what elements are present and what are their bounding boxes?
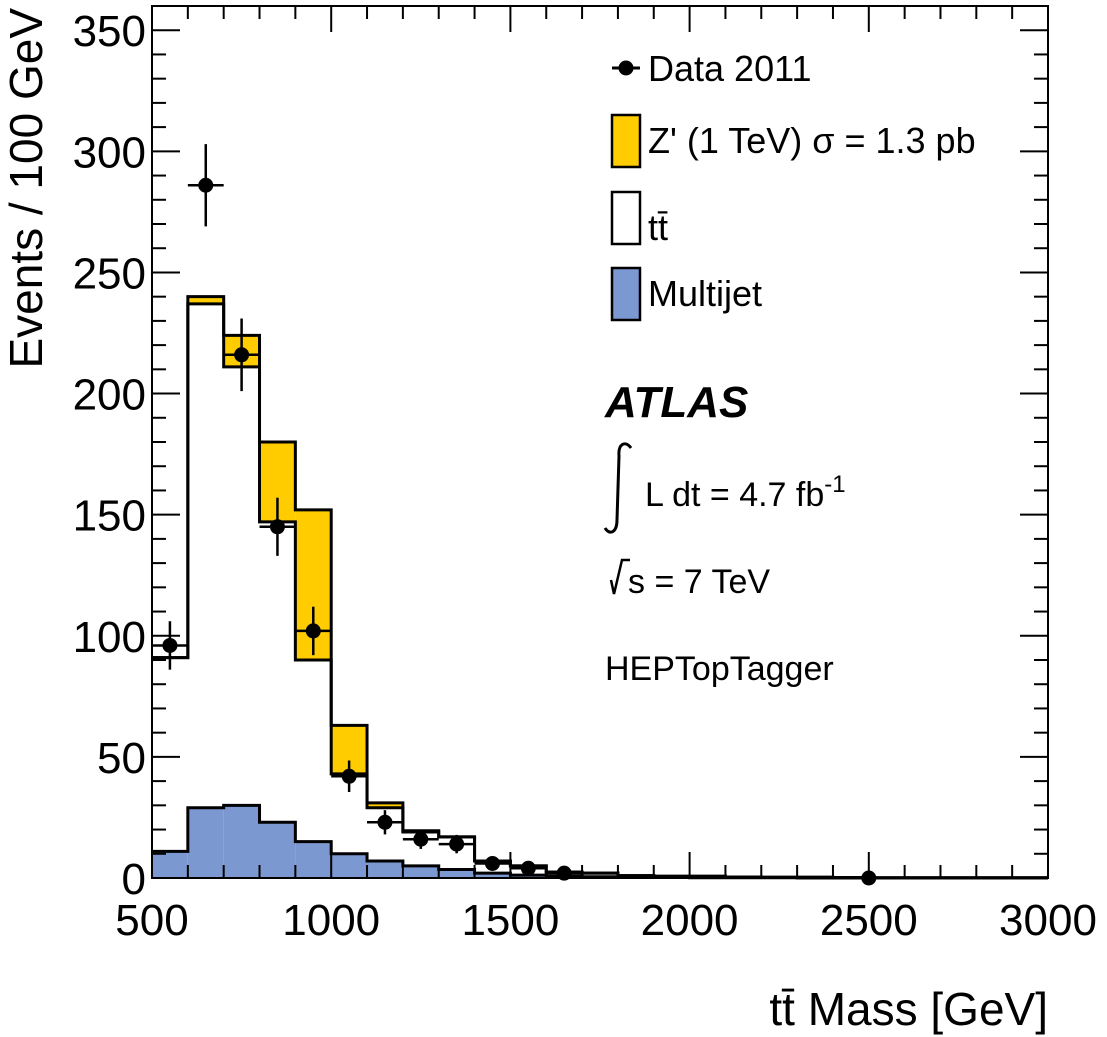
legend-entry-zprime: Z' (1 TeV) σ = 1.3 pb xyxy=(610,113,976,169)
y-tick-label-0: 0 xyxy=(122,855,146,904)
legend-entry-ttbar: tt̄ xyxy=(610,190,668,248)
y-tick-label-50: 50 xyxy=(97,734,146,783)
y-tick-label-350: 350 xyxy=(73,7,146,56)
data-point-6 xyxy=(377,814,393,830)
bar-multijet-4 xyxy=(295,841,332,878)
y-tick-label-150: 150 xyxy=(73,492,146,541)
luminosity-text: L dt = 4.7 fb xyxy=(645,476,824,514)
bar-ttbar-12 xyxy=(582,873,618,877)
integral-sign-icon xyxy=(603,442,633,534)
sqrt-sign-icon xyxy=(609,558,630,595)
bar-multijet-5 xyxy=(331,853,368,878)
bar-multijet-0 xyxy=(152,851,188,878)
data-point-7 xyxy=(413,831,429,847)
data-point-5 xyxy=(341,768,357,784)
data-points-group xyxy=(152,144,887,886)
bar-multijet-1 xyxy=(187,807,224,878)
data-point-4 xyxy=(305,623,321,639)
y-tick-label-100: 100 xyxy=(73,613,146,662)
x-axis-title: tt̄ Mass [GeV] xyxy=(769,983,1048,1035)
legend-swatch-ttbar xyxy=(610,190,642,246)
legend-data-marker-dot xyxy=(618,60,634,76)
data-point-9 xyxy=(484,855,500,871)
legend-swatch-zprime xyxy=(610,113,642,169)
tagger-label: HEPTopTagger xyxy=(605,650,834,688)
bar-multijet-6 xyxy=(367,861,403,878)
legend: Data 2011 Z' (1 TeV) σ = 1.3 pb tt̄ Mult… xyxy=(610,48,976,322)
y-tick-label-200: 200 xyxy=(73,371,146,420)
y-tick-label-300: 300 xyxy=(73,128,146,177)
bar-zprime-6 xyxy=(367,802,403,808)
y-axis-title: Events / 100 GeV xyxy=(0,8,52,369)
y-tick-label-250: 250 xyxy=(73,249,146,298)
bar-ttbar-0 xyxy=(152,657,188,852)
bar-ttbar-2 xyxy=(223,366,260,806)
x-tick-label-3000: 3000 xyxy=(999,896,1097,945)
bar-multijet-9 xyxy=(474,873,511,878)
data-point-8 xyxy=(449,836,465,852)
energy-label: s = 7 TeV xyxy=(628,563,770,601)
axis-ticks-group: 500 1000 1500 2000 2500 3000 0 50 100 150 200 250 30… xyxy=(73,5,1097,945)
bar-ttbar-4 xyxy=(295,660,332,842)
x-tick-label-2000: 2000 xyxy=(641,896,739,945)
bar-multijet-2 xyxy=(223,805,260,878)
data-point-3 xyxy=(269,519,285,535)
legend-swatch-multijet xyxy=(610,266,642,322)
x-tick-label-500: 500 xyxy=(115,896,188,945)
data-point-10 xyxy=(520,860,536,876)
bar-multijet-7 xyxy=(402,865,439,878)
bar-multijet-8 xyxy=(438,869,475,878)
legend-entry-data: Data 2011 xyxy=(612,48,811,89)
legend-label-multijet: Multijet xyxy=(648,273,762,314)
stack-bars-group xyxy=(152,296,1048,878)
x-tick-label-1000: 1000 xyxy=(282,896,380,945)
legend-label-data: Data 2011 xyxy=(648,48,811,89)
data-point-11 xyxy=(556,865,572,881)
bar-ttbar-1 xyxy=(187,303,224,808)
legend-label-zprime: Z' (1 TeV) σ = 1.3 pb xyxy=(648,120,976,161)
bar-multijet-3 xyxy=(259,822,296,878)
atlas-label: ATLAS xyxy=(604,378,748,427)
data-point-1 xyxy=(198,177,214,193)
data-point-2 xyxy=(234,347,250,363)
x-tick-label-1500: 1500 xyxy=(461,896,559,945)
data-point-0 xyxy=(162,637,178,653)
bar-ttbar-3 xyxy=(259,521,296,823)
legend-label-ttbar: tt̄ xyxy=(648,207,668,248)
legend-entry-multijet: Multijet xyxy=(610,266,762,322)
x-tick-label-2500: 2500 xyxy=(820,896,918,945)
luminosity-label: L dt = 4.7 fb-1 xyxy=(645,471,846,514)
bar-zprime-1 xyxy=(187,296,224,304)
luminosity-exponent: -1 xyxy=(824,471,845,498)
